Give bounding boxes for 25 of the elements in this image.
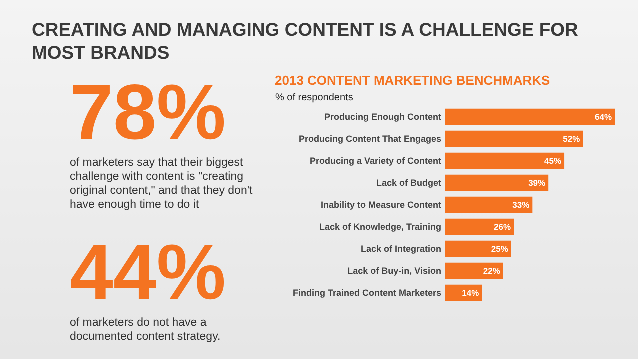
text: of marketers say that their biggest challenge with content is "creating original content," and that they don't have enough time to do it <box>70 156 254 212</box>
y-tick-label: Producing Content That Engages <box>298 134 442 144</box>
data-label: 64% <box>594 112 612 122</box>
data-label: 52% <box>563 134 581 144</box>
text: 78% <box>70 68 228 156</box>
y-tick-label: Finding Trained Content Marketers <box>292 288 442 298</box>
data-label: 45% <box>544 156 562 166</box>
y-tick-label: Lack of Integration <box>360 244 442 254</box>
text: of marketers do not have a documented content strategy. <box>70 316 222 344</box>
x-axis-title: % of respondents <box>276 92 354 104</box>
data-label: 22% <box>483 266 501 276</box>
data-label: 25% <box>491 244 509 254</box>
y-tick-label: Lack of Knowledge, Training <box>319 222 442 232</box>
chart-subtitle: 2013 CONTENT MARKETING BENCHMARKS <box>275 73 551 88</box>
text: 44% <box>70 228 228 316</box>
data-label: 39% <box>528 178 546 188</box>
data-label: 14% <box>462 288 480 298</box>
y-tick-label: Lack of Buy-in, Vision <box>348 266 442 276</box>
y-tick-label: Inability to Measure Content <box>320 200 442 210</box>
chart-title: CREATING AND MANAGING CONTENT IS A CHALLENGE FOR MOST BRANDS <box>32 18 580 64</box>
y-tick-label: Lack of Budget <box>376 178 442 188</box>
y-tick-label: Producing Enough Content <box>324 112 442 122</box>
data-label: 26% <box>494 222 512 232</box>
data-label: 33% <box>512 200 530 210</box>
y-tick-label: Producing a Variety of Content <box>310 156 442 166</box>
